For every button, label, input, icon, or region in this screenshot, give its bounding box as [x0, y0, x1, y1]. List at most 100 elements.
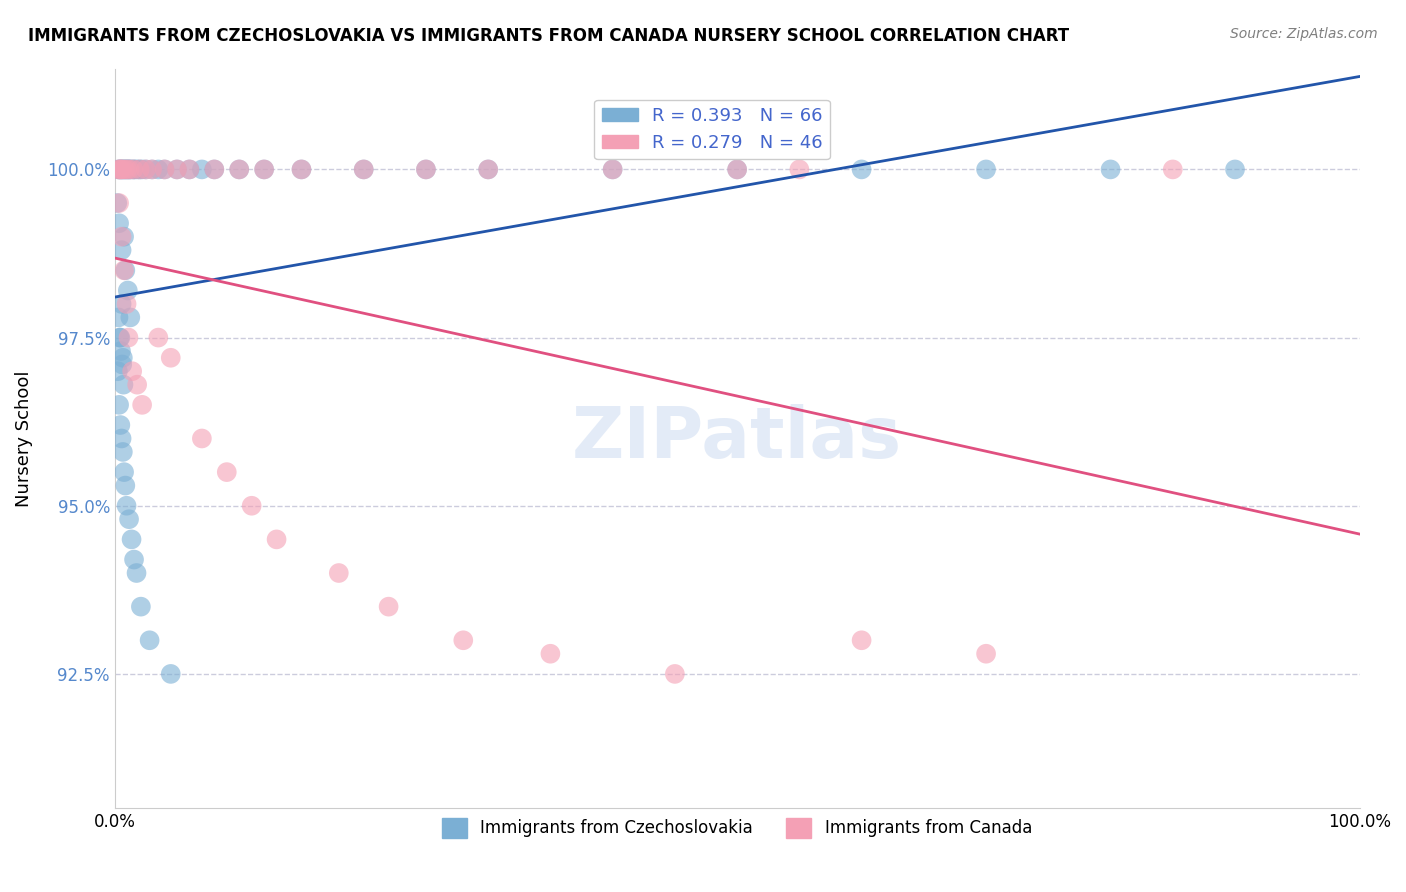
Point — [110, 243, 132, 257]
Point — [974, 647, 997, 661]
Text: ZIPatlas: ZIPatlas — [572, 404, 903, 473]
Point — [127, 377, 149, 392]
Point — [122, 552, 145, 566]
Point — [120, 310, 142, 325]
Point — [415, 162, 437, 177]
Point — [128, 162, 150, 177]
Point — [138, 633, 160, 648]
Point — [228, 162, 250, 177]
Point — [253, 162, 276, 177]
Point — [602, 162, 624, 177]
Point — [112, 465, 135, 479]
Point — [166, 162, 188, 177]
Point — [111, 358, 134, 372]
Point — [290, 162, 312, 177]
Point — [107, 162, 129, 177]
Point — [118, 512, 141, 526]
Point — [159, 667, 181, 681]
Point — [112, 229, 135, 244]
Point — [114, 162, 136, 177]
Point — [128, 162, 150, 177]
Point — [328, 566, 350, 580]
Point — [117, 162, 139, 177]
Text: IMMIGRANTS FROM CZECHOSLOVAKIA VS IMMIGRANTS FROM CANADA NURSERY SCHOOL CORRELAT: IMMIGRANTS FROM CZECHOSLOVAKIA VS IMMIGR… — [28, 27, 1069, 45]
Point — [115, 297, 138, 311]
Point — [121, 533, 143, 547]
Point — [111, 351, 134, 365]
Point — [253, 162, 276, 177]
Point — [202, 162, 225, 177]
Point — [135, 162, 157, 177]
Point — [120, 162, 142, 177]
Point — [179, 162, 201, 177]
Point — [118, 162, 141, 177]
Point — [122, 162, 145, 177]
Point — [110, 432, 132, 446]
Point — [179, 162, 201, 177]
Point — [110, 417, 132, 432]
Point — [477, 162, 499, 177]
Point — [851, 633, 873, 648]
Point — [110, 344, 132, 359]
Point — [110, 297, 132, 311]
Point — [122, 162, 145, 177]
Point — [118, 162, 141, 177]
Point — [153, 162, 176, 177]
Point — [1161, 162, 1184, 177]
Point — [290, 162, 312, 177]
Point — [129, 599, 152, 614]
Point — [1223, 162, 1246, 177]
Point — [377, 599, 399, 614]
Point — [108, 330, 131, 344]
Point — [114, 263, 136, 277]
Point — [112, 263, 135, 277]
Point — [117, 284, 139, 298]
Y-axis label: Nursery School: Nursery School — [15, 370, 32, 507]
Point — [107, 310, 129, 325]
Point — [110, 162, 132, 177]
Point — [202, 162, 225, 177]
Point — [121, 364, 143, 378]
Point — [148, 330, 170, 344]
Point — [125, 566, 148, 580]
Point — [166, 162, 188, 177]
Point — [110, 229, 132, 244]
Point — [789, 162, 811, 177]
Point — [124, 162, 146, 177]
Point — [453, 633, 475, 648]
Point — [159, 351, 181, 365]
Point — [112, 162, 135, 177]
Point — [141, 162, 163, 177]
Point — [108, 162, 131, 177]
Point — [477, 162, 499, 177]
Point — [107, 162, 129, 177]
Point — [1099, 162, 1122, 177]
Point — [108, 162, 131, 177]
Point — [115, 162, 138, 177]
Point — [110, 162, 132, 177]
Point — [415, 162, 437, 177]
Text: Source: ZipAtlas.com: Source: ZipAtlas.com — [1230, 27, 1378, 41]
Point — [725, 162, 748, 177]
Point — [974, 162, 997, 177]
Point — [191, 162, 214, 177]
Point — [108, 216, 131, 230]
Point — [725, 162, 748, 177]
Point — [148, 162, 170, 177]
Point — [115, 162, 138, 177]
Point — [110, 330, 132, 344]
Point — [105, 196, 128, 211]
Point — [664, 667, 686, 681]
Point — [115, 162, 138, 177]
Point — [240, 499, 263, 513]
Point — [131, 398, 153, 412]
Point — [107, 364, 129, 378]
Point — [353, 162, 375, 177]
Point — [851, 162, 873, 177]
Point — [228, 162, 250, 177]
Point — [114, 478, 136, 492]
Point — [266, 533, 288, 547]
Point — [111, 445, 134, 459]
Point — [117, 330, 139, 344]
Point — [112, 377, 135, 392]
